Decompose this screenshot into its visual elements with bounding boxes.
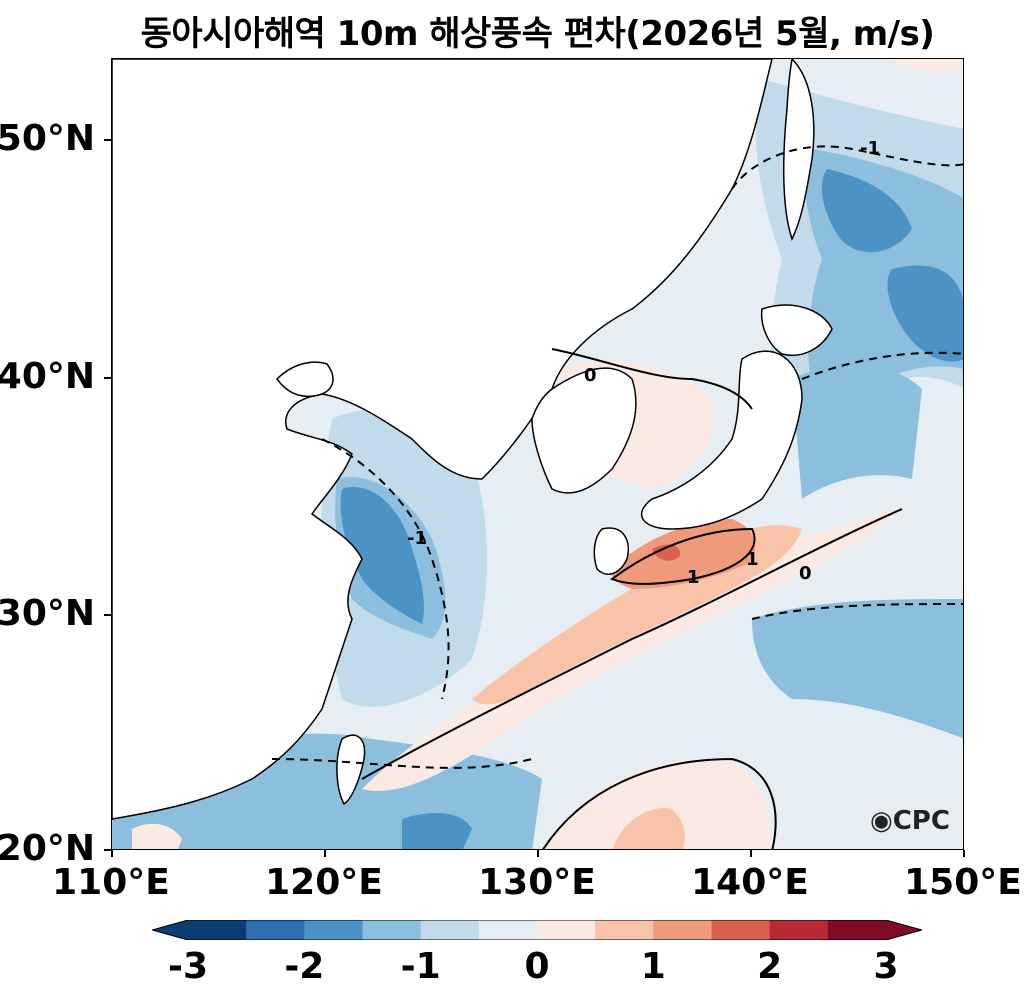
map-canvas: 0 -1 1 -1 0 1	[112, 59, 963, 849]
colorbar-extend-max	[886, 920, 922, 940]
colorbar-tick-label: 0	[524, 946, 550, 987]
contour-label: -1	[407, 528, 427, 549]
colorbar-tick-label: 3	[873, 946, 899, 987]
colorbar-segment	[711, 920, 771, 940]
lat-label-20n: 20°N	[0, 828, 95, 869]
colorbar-segment	[769, 920, 829, 940]
contour-label: 0	[584, 365, 597, 386]
south-pacific-mid	[612, 808, 685, 849]
colorbar-segment	[362, 920, 422, 940]
anomaly-map: 0 -1 1 -1 0 1	[111, 58, 964, 850]
colorbar-tick-label: -1	[400, 946, 441, 987]
colorbar-segment	[595, 920, 654, 940]
colorbar	[152, 920, 922, 940]
lat-label-40n: 40°N	[0, 356, 95, 397]
colorbar-segment	[420, 920, 480, 940]
lon-label-120e: 120°E	[265, 862, 383, 903]
colorbar-segment	[537, 920, 596, 940]
korean-peninsula	[531, 367, 637, 494]
lon-tick	[537, 850, 539, 857]
cpc-logo-mark-icon: ◉	[870, 806, 893, 836]
contour-lines	[271, 145, 963, 849]
kuroshio-core	[652, 544, 681, 561]
lat-tick	[104, 139, 111, 141]
south-china-strong	[402, 813, 472, 849]
lon-label-130e: 130°E	[478, 862, 596, 903]
colorbar-tick-label: 1	[640, 946, 666, 987]
lat-label-30n: 30°N	[0, 593, 95, 634]
colorbar-extend-min	[152, 920, 188, 940]
contour-label: -1	[860, 138, 880, 159]
taiwan	[336, 734, 366, 806]
contour-label: 1	[746, 549, 759, 570]
land-masses	[112, 59, 833, 820]
lat-tick	[104, 849, 111, 851]
lon-tick	[963, 850, 965, 857]
japan-east-mid	[792, 365, 922, 499]
positive-anomaly-fields	[132, 59, 963, 849]
lat-tick	[104, 377, 111, 379]
colorbar-segment	[188, 920, 247, 940]
zero-contour-kuroshio	[361, 508, 903, 780]
minus-one-contour-northeast	[731, 145, 963, 190]
colorbar-segment	[827, 920, 887, 940]
northeast-sea-strong	[821, 169, 912, 253]
contour-label-group: 0 -1 1 -1 0 1	[407, 138, 880, 588]
honshu	[640, 350, 803, 530]
minus-one-contour-south	[271, 758, 533, 769]
zero-contour-south-pacific	[542, 757, 777, 849]
south-pacific-positive	[543, 759, 772, 849]
yellow-sea-strong	[340, 487, 424, 624]
colorbar-tick-label: -3	[168, 946, 208, 987]
lon-label-150e: 150°E	[904, 862, 1022, 903]
colorbar-segment	[304, 920, 363, 940]
sakhalin	[782, 59, 815, 241]
map-title: 동아시아해역 10m 해상풍속 편차(2026년 5월, m/s)	[140, 14, 935, 54]
lat-tick	[104, 614, 111, 616]
east-sea-strong	[887, 265, 963, 362]
zero-contour-east-sea	[551, 348, 753, 410]
one-contour-kuroshio	[609, 527, 756, 585]
northeast-corner-positive	[892, 59, 963, 72]
minus-one-contour-yellow-sea	[321, 438, 450, 700]
hokkaido	[760, 304, 833, 356]
asia-mainland	[112, 59, 773, 820]
cpc-logo: ◉CPC	[870, 806, 950, 836]
lon-tick	[324, 850, 326, 857]
colorbar-tick-label: 2	[757, 946, 783, 987]
contour-label: 0	[799, 563, 812, 584]
minus-one-contour-east	[801, 351, 963, 380]
pacific-east-mid	[752, 599, 963, 739]
southwest-positive	[132, 823, 182, 849]
colorbar-segment	[246, 920, 305, 940]
colorbar-segment	[478, 920, 538, 940]
lat-label-50n: 50°N	[0, 118, 95, 159]
lon-label-110e: 110°E	[52, 862, 170, 903]
kuroshio-light-band	[362, 509, 902, 791]
cpc-logo-text: CPC	[892, 806, 950, 836]
shandong-liaodong	[276, 361, 334, 398]
colorbar-tick-label: -2	[284, 946, 325, 987]
lon-tick	[750, 850, 752, 857]
kyushu	[593, 527, 629, 575]
contour-label: 1	[687, 567, 700, 588]
lon-label-140e: 140°E	[691, 862, 809, 903]
colorbar-segment	[653, 920, 712, 940]
lon-tick	[111, 850, 113, 857]
minus-one-contour-pacific-east	[751, 603, 963, 620]
